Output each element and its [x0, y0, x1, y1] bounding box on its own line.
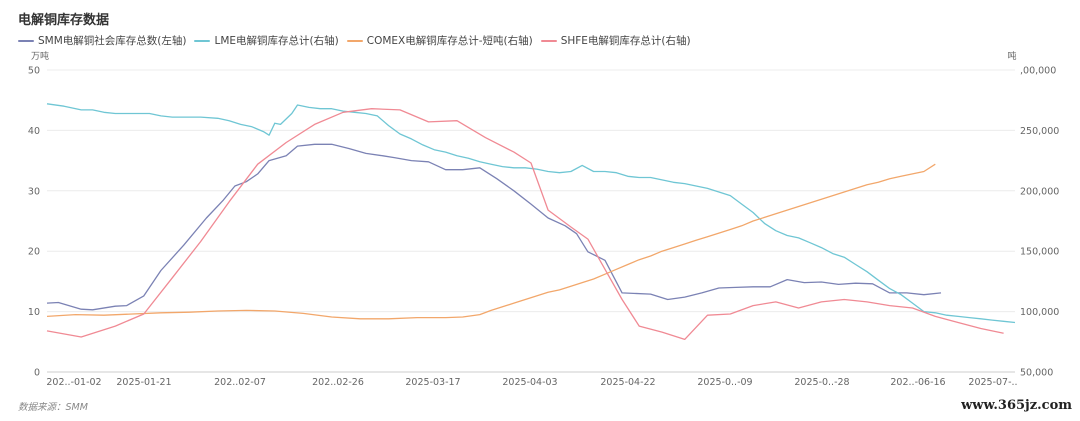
legend-swatch-lme: [194, 39, 211, 42]
right-tick-label: ,00,000: [1020, 66, 1056, 77]
legend-swatch-comex: [346, 39, 363, 42]
left-tick-label: 0: [34, 368, 40, 379]
legend-item-shfe[interactable]: SHFE电解铜库存总计(右轴): [540, 33, 691, 48]
chart-title: 电解铜库存数据: [18, 13, 110, 28]
x-tick-label: 202..02-07: [214, 377, 266, 388]
x-tick-label: 202..-06-16: [890, 377, 945, 388]
x-tick-label: 2025-04-22: [600, 377, 655, 388]
left-tick-label: 40: [28, 126, 40, 137]
right-tick-label: 50,000: [1020, 368, 1053, 379]
left-tick-label: 50: [28, 66, 40, 77]
legend-item-lme[interactable]: LME电解铜库存总计(右轴): [194, 33, 339, 48]
left-axis-unit: 万吨: [31, 50, 49, 62]
x-tick-label: 202..02-26: [312, 377, 364, 388]
x-tick-label: 202..-01-02: [46, 377, 101, 388]
grid-lines: [47, 69, 1015, 373]
x-tick-label: 2025-07-..: [968, 377, 1017, 388]
series-line-smm: [46, 143, 942, 311]
right-tick-label: 200,000: [1020, 186, 1059, 197]
legend-item-smm[interactable]: SMM电解铜社会库存总数(左轴): [18, 33, 186, 48]
legend-swatch-shfe: [540, 39, 557, 42]
legend-label-smm: SMM电解铜社会库存总数(左轴): [38, 35, 187, 47]
x-tick-label: 2025-0..-09: [697, 377, 752, 388]
legend-swatch-smm: [18, 39, 34, 42]
series-line-comex: [46, 163, 936, 320]
chart-legend: SMM电解铜社会库存总数(左轴) LME电解铜库存总计(右轴) COMEX电解铜…: [18, 33, 691, 48]
legend-label-lme: LME电解铜库存总计(右轴): [214, 35, 339, 47]
series-line-shfe: [46, 108, 1004, 341]
watermark: www.365jz.com: [961, 398, 1072, 413]
axis-labels: 万吨 吨 0 10 20 30 40 50 50,000 100,000 150,000 200,…: [28, 50, 1059, 388]
legend-item-comex[interactable]: COMEX电解铜库存总计-短吨(右轴): [346, 33, 533, 48]
x-tick-label: 2025-01-21: [116, 377, 171, 388]
legend-label-comex: COMEX电解铜库存总计-短吨(右轴): [366, 35, 533, 47]
x-tick-label: 2025-04-03: [502, 377, 557, 388]
data-source: 数据来源：SMM: [18, 402, 88, 413]
x-tick-label: 2025-0..-28: [794, 377, 849, 388]
right-tick-label: 150,000: [1020, 247, 1059, 258]
left-tick-label: 20: [28, 247, 40, 258]
right-tick-label: 250,000: [1020, 126, 1059, 137]
right-tick-label: 100,000: [1020, 307, 1059, 318]
legend-label-shfe: SHFE电解铜库存总计(右轴): [560, 35, 691, 47]
x-tick-label: 2025-03-17: [405, 377, 460, 388]
left-tick-label: 10: [28, 307, 40, 318]
right-axis-unit: 吨: [1007, 50, 1016, 62]
left-tick-label: 30: [28, 186, 40, 197]
series-line-lme: [46, 103, 1016, 324]
series-lines: [46, 103, 1016, 341]
